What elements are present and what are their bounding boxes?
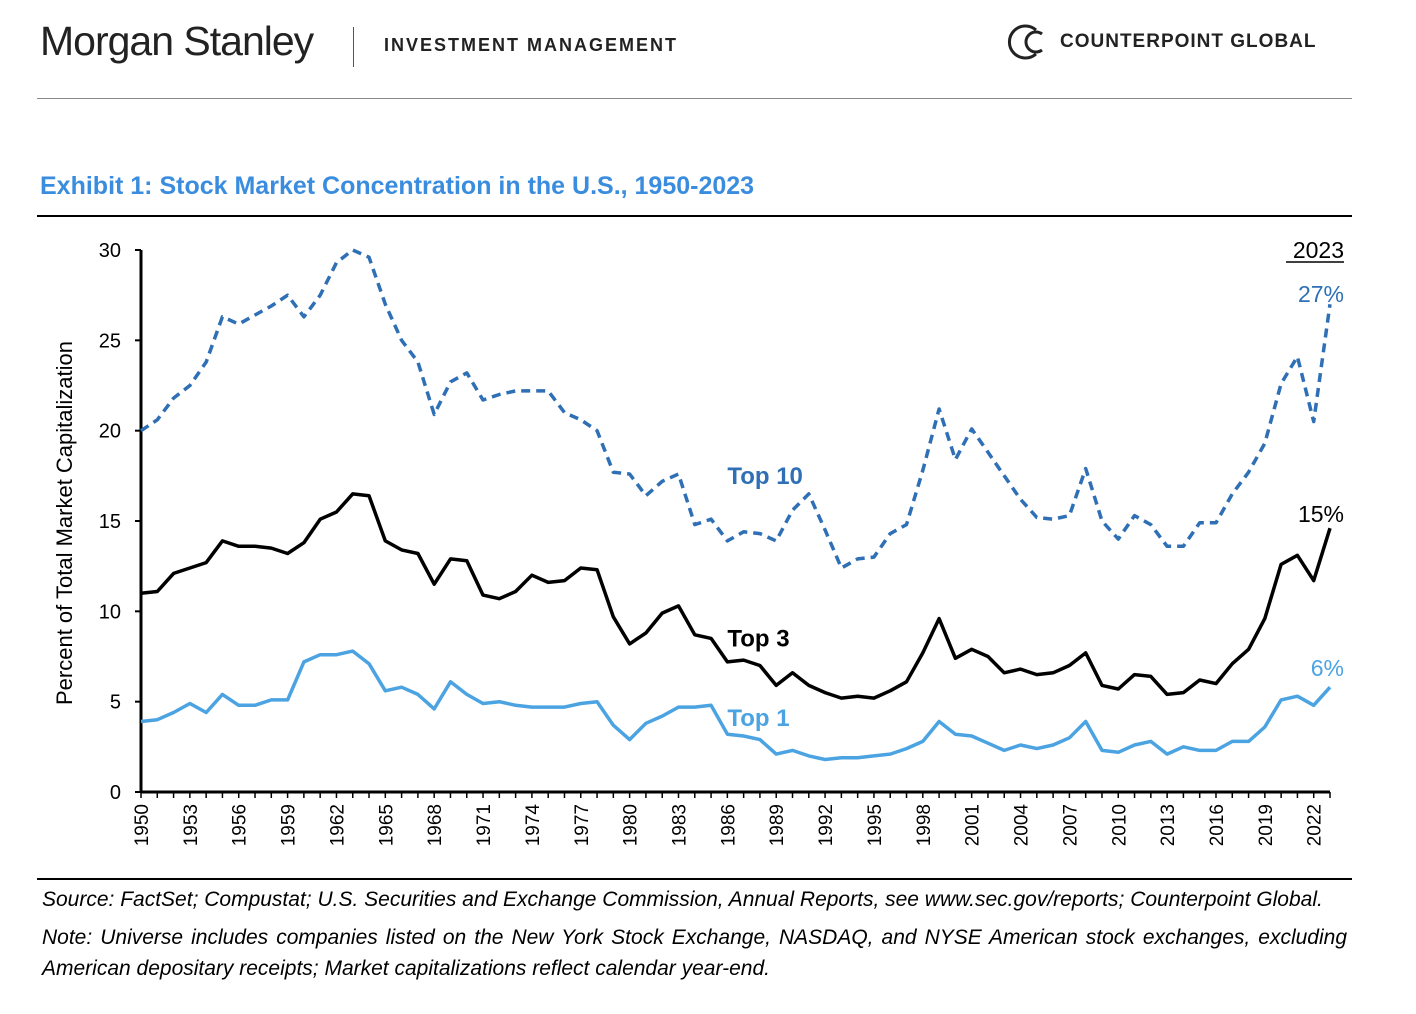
y-tick-label: 0 <box>110 782 121 804</box>
y-axis-label: Percent of Total Market Capitalization <box>52 341 77 705</box>
x-tick-label: 2010 <box>1109 804 1130 846</box>
footnote-divider <box>37 878 1352 880</box>
y-tick-label: 5 <box>110 692 121 714</box>
chart-canvas: 0 5 10 15 20 25 30 1950 1953 1956 1959 1962 1965 1968… <box>52 237 1344 847</box>
x-tick-label: 1989 <box>767 804 788 846</box>
brand-wordmark: Morgan Stanley <box>40 18 314 64</box>
x-tick-label: 1956 <box>230 804 251 846</box>
x-tick-label: 1962 <box>327 804 348 846</box>
series-label: Top 10 <box>727 463 803 490</box>
partner-logo: COUNTERPOINT GLOBAL <box>1004 22 1317 62</box>
concentration-chart: 0 5 10 15 20 25 30 1950 1953 1956 1959 1962 1965 1968… <box>0 220 1416 880</box>
x-tick-label: 2016 <box>1207 804 1228 846</box>
x-tick-label: 1992 <box>816 804 837 846</box>
x-tick-label: 2013 <box>1158 804 1179 846</box>
series-line-top-1 <box>140 649 1332 762</box>
x-tick-label: 1959 <box>279 804 300 846</box>
x-tick-label: 2007 <box>1060 804 1081 846</box>
x-tick-label: 1983 <box>669 804 690 846</box>
x-tick-label: 1977 <box>572 804 593 846</box>
x-tick-label: 1986 <box>718 804 739 846</box>
x-tick-label: 2004 <box>1012 804 1033 847</box>
title-divider <box>37 215 1352 217</box>
x-tick-label: 1950 <box>132 804 153 846</box>
x-tick-label: 2019 <box>1256 804 1277 846</box>
x-tick-label: 1980 <box>621 804 642 846</box>
y-tick-label: 25 <box>99 330 121 352</box>
x-tick-label: 2022 <box>1305 804 1326 846</box>
exhibit-title: Exhibit 1: Stock Market Concentration in… <box>40 172 755 200</box>
x-tick-label: 1965 <box>376 804 397 846</box>
x-tick-label: 1968 <box>425 804 446 846</box>
partner-name: COUNTERPOINT GLOBAL <box>1060 31 1317 52</box>
footnotes: Source: FactSet; Compustat; U.S. Securit… <box>42 884 1347 985</box>
end-value-label: 27% <box>1298 281 1344 307</box>
y-tick-label: 10 <box>99 601 121 623</box>
x-tick-label: 1974 <box>523 804 544 847</box>
universe-note: Note: Universe includes companies listed… <box>42 925 1347 981</box>
source-note: Source: FactSet; Compustat; U.S. Securit… <box>42 888 1323 911</box>
brand-subtitle: INVESTMENT MANAGEMENT <box>384 35 678 55</box>
x-tick-label: 1971 <box>474 804 495 846</box>
y-tick-label: 20 <box>99 421 121 443</box>
x-tick-label: 1995 <box>865 804 886 846</box>
series-line-top-3 <box>140 492 1332 700</box>
end-value-label: 6% <box>1311 655 1344 681</box>
counterpoint-logo-icon <box>1007 24 1043 60</box>
header-divider <box>37 98 1352 99</box>
y-tick-label: 30 <box>99 240 121 262</box>
brand-divider <box>353 27 354 67</box>
end-value-label: 15% <box>1298 501 1344 527</box>
series-label: Top 1 <box>727 705 789 732</box>
y-tick-label: 15 <box>99 511 121 533</box>
x-tick-label: 1953 <box>181 804 202 846</box>
year-header: 2023 <box>1293 237 1344 263</box>
page-header: Morgan Stanley INVESTMENT MANAGEMENT COU… <box>0 0 1416 100</box>
series-label: Top 3 <box>727 625 789 652</box>
x-tick-label: 1998 <box>914 804 935 846</box>
x-tick-label: 2001 <box>963 804 984 846</box>
